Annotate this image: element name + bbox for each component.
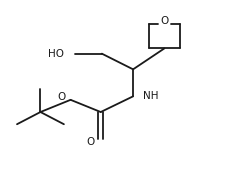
Text: O: O xyxy=(86,137,94,147)
Text: HO: HO xyxy=(48,49,64,59)
Text: NH: NH xyxy=(142,91,158,101)
Text: O: O xyxy=(160,16,168,25)
Text: O: O xyxy=(57,92,65,102)
